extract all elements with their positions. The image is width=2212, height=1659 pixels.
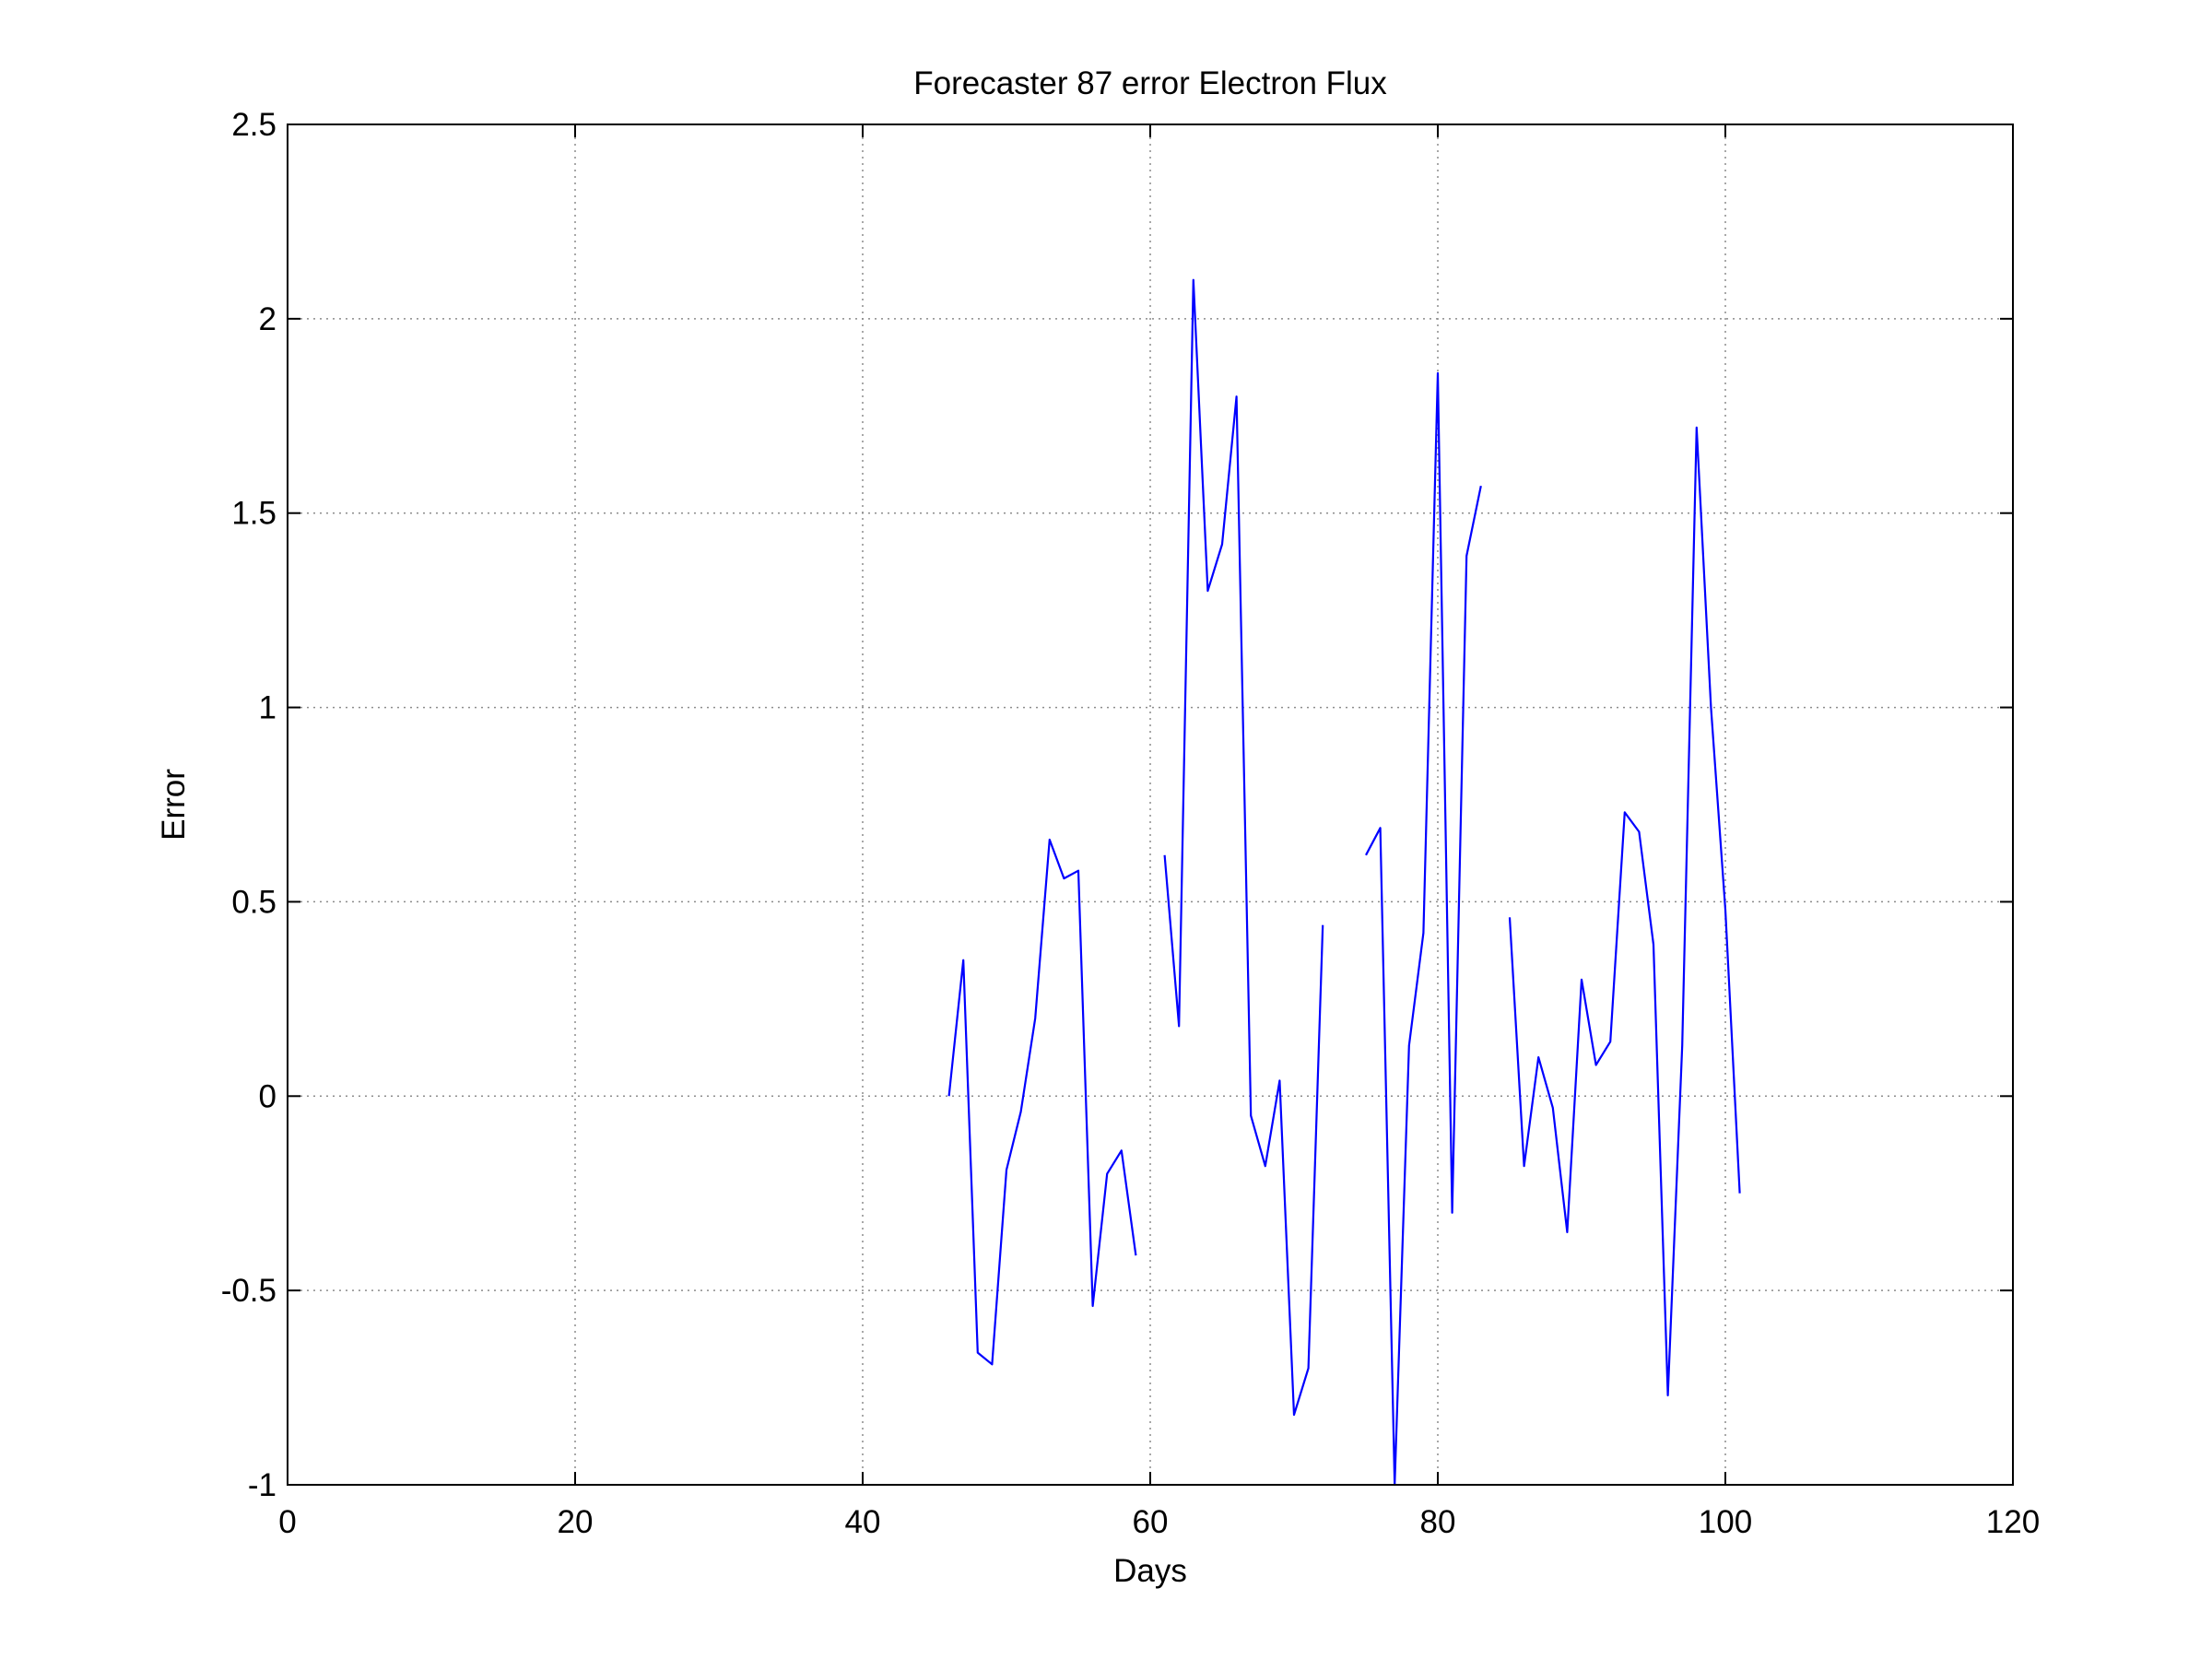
grid xyxy=(288,124,2013,1485)
series-segment xyxy=(947,838,1137,1366)
x-tick-label: 0 xyxy=(278,1504,296,1540)
x-tick-label: 40 xyxy=(845,1504,881,1540)
x-axis-title: Days xyxy=(1113,1553,1187,1589)
axis-ticks: 0 20 40 60 80 100 120 -1 -0.5 0 0.5 1 1.5 2 2.5 xyxy=(221,107,2041,1540)
x-tick-label: 20 xyxy=(558,1504,594,1540)
series-segment xyxy=(1163,278,1324,1417)
y-tick-label: 2 xyxy=(259,301,276,337)
series-segment xyxy=(1508,426,1741,1397)
y-tick-label: 0 xyxy=(259,1078,276,1114)
y-tick-label: 2.5 xyxy=(231,107,276,143)
chart-title: Forecaster 87 error Electron Flux xyxy=(913,65,1387,101)
y-tick-label: 1 xyxy=(259,690,276,726)
series-segment xyxy=(1365,371,1482,1487)
y-tick-label: 1.5 xyxy=(231,496,276,532)
y-tick-label: -1 xyxy=(248,1467,276,1503)
x-tick-label: 80 xyxy=(1420,1504,1456,1540)
x-tick-label: 100 xyxy=(1699,1504,1752,1540)
series-line xyxy=(947,278,1741,1487)
x-tick-label: 60 xyxy=(1133,1504,1169,1540)
y-axis-title: Error xyxy=(156,769,192,841)
y-tick-label: -0.5 xyxy=(221,1273,276,1309)
y-tick-label: 0.5 xyxy=(231,884,276,920)
x-tick-label: 120 xyxy=(1986,1504,2040,1540)
